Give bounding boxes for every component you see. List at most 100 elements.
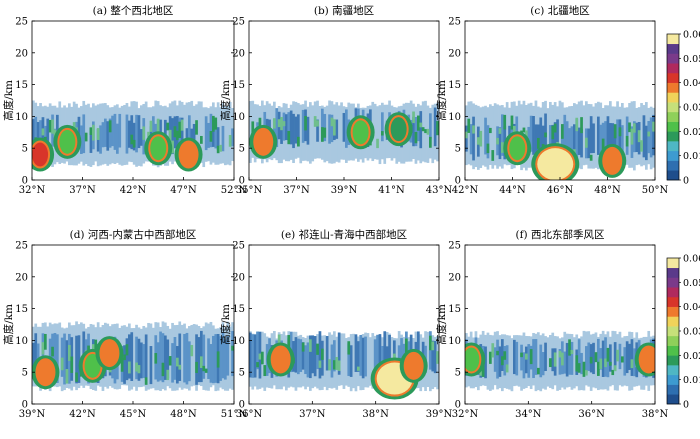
colorbar-tick-label: 0.04 [683,78,700,89]
x-tick-label: 37°N [283,185,310,196]
core-cell [623,347,627,376]
mid-cell [551,125,555,140]
mid-cell [335,356,339,370]
mid-cell [168,129,172,142]
mid-cell [580,117,583,134]
core-cell [185,332,189,385]
mid-cell [125,344,129,356]
envelope-cell [371,333,375,389]
core-cell [541,125,545,153]
hotspot [150,136,167,161]
y-tick-label: 15 [15,80,28,91]
core-cell [251,334,255,378]
core-cell [304,345,307,375]
core-cell [53,332,57,380]
core-cell [592,123,595,154]
core-cell [625,116,629,155]
x-tick-label: 39°N [331,185,358,196]
colorbar-segment [667,72,679,83]
mid-cell [594,352,598,363]
mid-cell [273,118,276,129]
core-cell [597,338,600,376]
core-cell [280,118,283,144]
colorbar-tick-label: 0.05 [683,278,700,289]
core-cell [570,126,574,153]
hotspot [405,353,422,378]
core-cell [282,112,286,141]
mid-cell [381,131,384,136]
mid-cell [589,356,593,364]
core-cell [214,334,218,383]
envelope-cell [325,105,329,162]
core-cell [207,338,210,380]
core-cell [56,334,59,383]
mid-cell [258,353,262,360]
colorbar-segment [667,335,679,346]
colorbar-segment [667,131,679,142]
core-cell [429,113,432,139]
core-cell [599,124,603,160]
core-cell [149,346,153,385]
mid-cell [376,138,379,149]
colorbar-tick-label: 0.04 [683,302,700,313]
mid-cell [503,351,507,360]
core-cell [429,331,432,370]
envelope-cell [376,106,379,160]
core-cell [306,342,310,378]
core-cell [342,112,346,142]
envelope-cell [228,102,232,166]
core-cell [96,129,100,152]
x-tick-label: 34°N [515,409,542,420]
mid-cell [613,365,617,372]
mid-cell [599,358,603,369]
envelope-cell [345,338,348,386]
core-cell [465,125,468,152]
mid-cell [630,128,634,145]
core-cell [532,115,535,155]
y-tick-label: 20 [448,272,461,283]
mid-cell [647,131,651,137]
core-cell [226,335,230,376]
y-tick-label: 5 [455,144,461,155]
envelope-cell [192,324,196,386]
core-cell [580,129,583,158]
colorbar-tick-label: 0.03 [683,327,700,338]
mid-cell [51,119,54,134]
colorbar-segment [667,374,679,385]
mid-cell [491,150,495,161]
core-cell [496,339,499,379]
panel-title: (e) 祁连山-青海中西部地区 [281,228,407,241]
mid-cell [330,117,334,127]
core-cell [376,334,379,373]
mid-cell [65,369,69,384]
core-cell [551,348,555,372]
envelope-cell [337,105,341,163]
heatmap-area [465,330,655,392]
plot-frame [248,244,440,405]
core-cell [575,118,579,158]
envelope-cell [263,333,267,391]
hotspot [390,117,407,142]
panel-1: (b) 南疆地区 25 20 15 10 5 035°N 37°N 39°N 41°N 43°N 高度… [219,4,452,196]
mid-cell [479,370,483,376]
core-cell [539,117,543,160]
x-tick-label: 41°N [378,185,405,196]
core-cell [616,119,619,153]
mid-cell [216,145,220,154]
envelope-cell [474,104,478,168]
mid-cell [486,143,490,154]
mid-cell [481,363,485,377]
core-cell [125,114,129,154]
core-cell [178,333,182,381]
core-cell [130,115,134,150]
core-cell [534,124,538,160]
mid-cell [357,366,360,371]
envelope-cell [224,106,227,166]
mid-cell [414,131,418,144]
hotspot [59,129,76,154]
colorbar-segment [667,92,679,103]
core-cell [412,116,415,147]
core-cell [202,334,206,379]
mid-cell [577,363,581,373]
core-cell [645,125,648,161]
